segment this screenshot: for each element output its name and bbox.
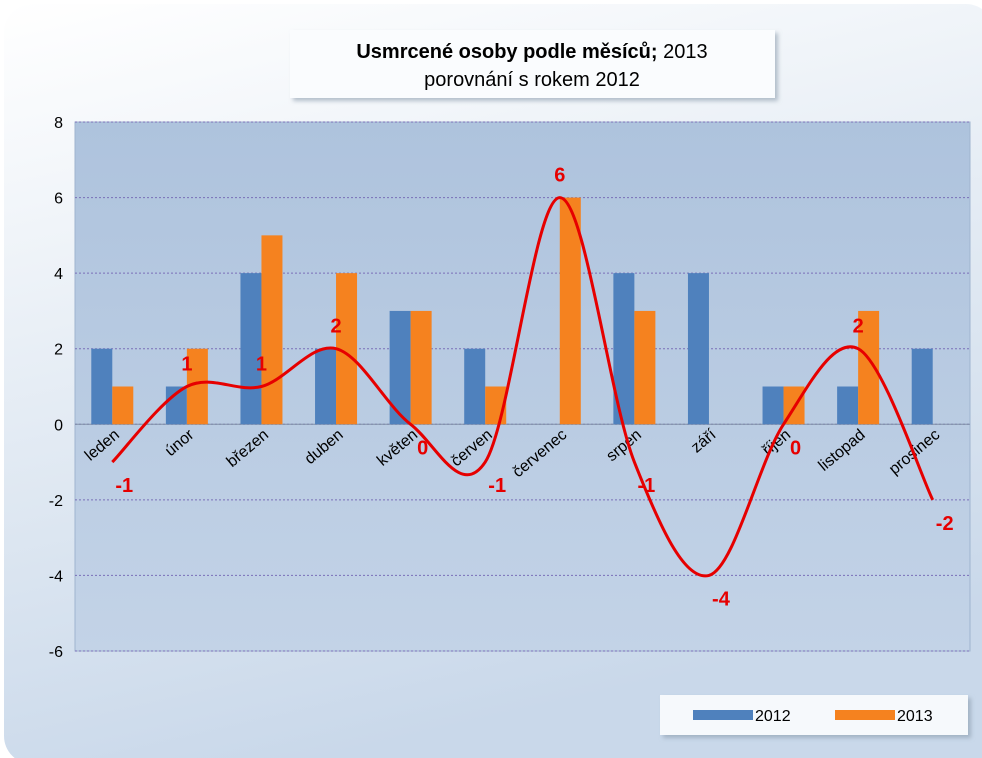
bar — [389, 310, 411, 425]
title-box — [290, 30, 775, 98]
title-year: 2013 — [663, 41, 708, 63]
legend-label: 2012 — [755, 708, 791, 725]
bar — [315, 348, 337, 425]
difference-line — [111, 196, 935, 578]
data-label: -1 — [488, 475, 506, 497]
y-tick-label: -2 — [49, 493, 63, 510]
data-label: 6 — [554, 165, 565, 187]
chart-title: Usmrcené osoby podle měsíců; 2013 — [356, 41, 707, 63]
legend-swatch — [835, 710, 895, 720]
bar — [762, 386, 784, 425]
bar — [91, 348, 113, 425]
bar — [687, 273, 709, 425]
legend-swatch — [693, 710, 753, 720]
bar — [837, 386, 859, 425]
title-bold: Usmrcené osoby podle měsíců; — [356, 41, 657, 63]
bar — [911, 348, 933, 425]
data-label: -2 — [936, 513, 954, 535]
bar — [634, 310, 656, 425]
legend-label: 2013 — [897, 708, 933, 725]
y-tick-label: 6 — [54, 191, 63, 208]
chart-subtitle: porovnání s rokem 2012 — [424, 69, 640, 91]
y-tick-label: 2 — [54, 342, 63, 359]
plot-area — [74, 121, 971, 652]
y-tick-label: 4 — [54, 266, 63, 283]
bar — [112, 386, 134, 425]
bar — [261, 235, 283, 425]
data-label: -4 — [712, 588, 731, 610]
y-tick-label: 0 — [54, 417, 63, 434]
bar — [559, 197, 581, 425]
bar — [410, 310, 432, 425]
data-label: -1 — [115, 475, 133, 497]
data-label: 2 — [330, 316, 341, 338]
bar — [464, 348, 486, 425]
data-label: -1 — [637, 475, 655, 497]
y-tick-label: 8 — [54, 115, 63, 132]
bar — [858, 310, 880, 425]
bar — [336, 273, 358, 425]
y-tick-label: -6 — [49, 644, 63, 661]
bar — [240, 273, 262, 425]
data-label: 2 — [853, 316, 864, 338]
data-label: 1 — [181, 354, 192, 376]
data-label: 0 — [790, 437, 801, 459]
y-tick-label: -4 — [49, 568, 63, 585]
bar — [613, 273, 635, 425]
data-label: 0 — [417, 437, 428, 459]
data-label: 1 — [256, 354, 267, 376]
bar — [186, 348, 208, 425]
